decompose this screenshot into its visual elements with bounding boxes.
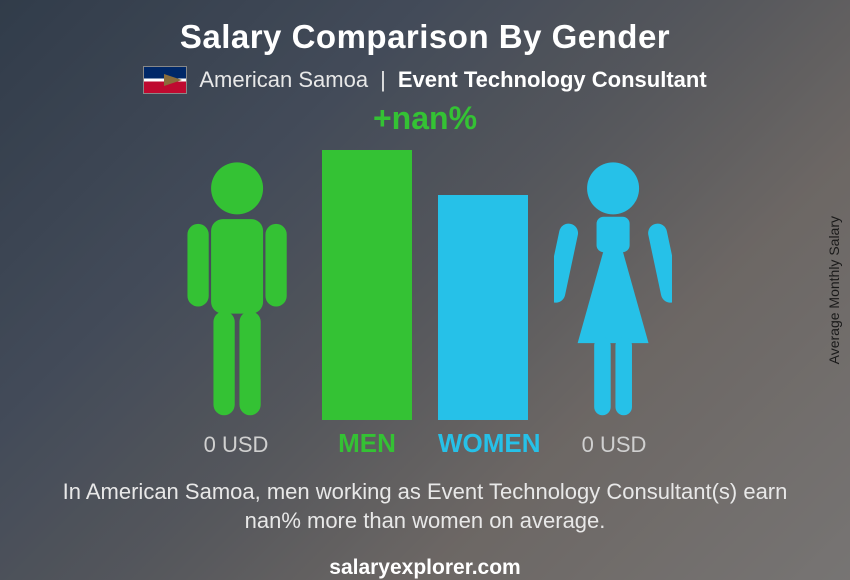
infographic-container: Average Monthly Salary Salary Comparison…: [0, 0, 850, 580]
chart-area: +nan%: [75, 104, 775, 420]
content: Salary Comparison By Gender American Sam…: [0, 0, 850, 580]
job-title-label: Event Technology Consultant: [398, 67, 707, 93]
flag-icon: [143, 66, 187, 94]
page-title: Salary Comparison By Gender: [180, 18, 670, 56]
subtitle-row: American Samoa | Event Technology Consul…: [143, 66, 706, 94]
man-icon: [178, 160, 296, 420]
percent-diff-label: +nan%: [373, 100, 477, 137]
separator: |: [380, 67, 386, 93]
women-label: WOMEN: [438, 428, 528, 459]
men-label: MEN: [322, 428, 412, 459]
description-text: In American Samoa, men working as Event …: [55, 477, 795, 536]
labels-row: 0 USD MEN WOMEN 0 USD: [75, 428, 775, 459]
women-value-label: 0 USD: [554, 432, 674, 458]
source-label: salaryexplorer.com: [329, 556, 520, 580]
bar-men: [322, 150, 412, 420]
men-value-label: 0 USD: [176, 432, 296, 458]
location-label: American Samoa: [199, 67, 368, 93]
woman-icon: [554, 160, 672, 420]
bar-women: [438, 195, 528, 420]
